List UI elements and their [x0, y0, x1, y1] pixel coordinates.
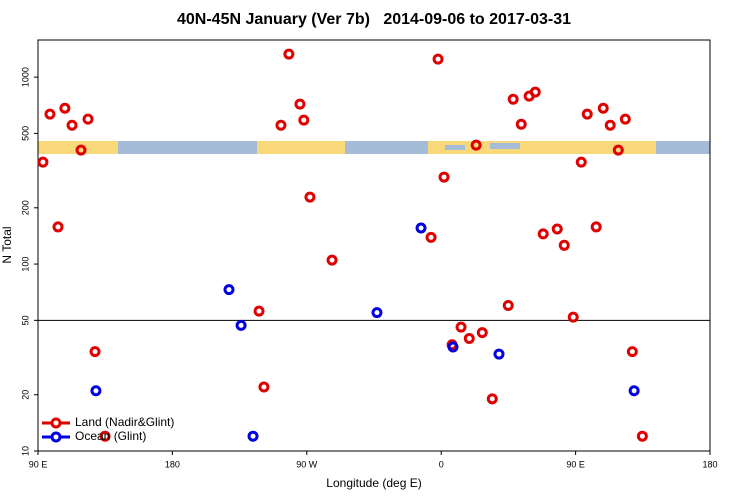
- plot-frame: [37, 39, 711, 452]
- point: [486, 393, 498, 405]
- point: [432, 53, 444, 65]
- y-tick-label: 10: [20, 446, 30, 456]
- x-tick-label: 0: [439, 459, 444, 469]
- point: [99, 430, 111, 442]
- y-tick-label: 1000: [20, 67, 30, 87]
- point: [275, 119, 287, 131]
- point: [590, 221, 602, 233]
- legend-marker: [50, 417, 62, 429]
- point: [529, 86, 541, 98]
- y-tick-label: 20: [20, 390, 30, 400]
- point: [298, 114, 310, 126]
- point: [537, 228, 549, 240]
- point: [66, 119, 78, 131]
- point: [502, 300, 514, 312]
- point: [304, 191, 316, 203]
- x-axis-label: Longitude (deg E): [326, 476, 421, 490]
- point: [247, 430, 259, 442]
- point: [253, 305, 265, 317]
- point: [44, 108, 56, 120]
- point: [37, 156, 49, 168]
- legend-label: Ocean (Glint): [75, 429, 146, 443]
- point: [371, 307, 383, 319]
- point: [258, 381, 270, 393]
- point: [59, 102, 71, 114]
- point: [619, 113, 631, 125]
- chart-title: 40N-45N January (Ver 7b) 2014-09-06 to 2…: [177, 11, 571, 28]
- point: [223, 284, 235, 296]
- point: [597, 102, 609, 114]
- point: [326, 254, 338, 266]
- point: [581, 108, 593, 120]
- point: [89, 346, 101, 358]
- point: [425, 231, 437, 243]
- x-tick-label: 180: [165, 459, 180, 469]
- point: [447, 341, 459, 353]
- point: [493, 348, 505, 360]
- x-tick-label: 90 E: [29, 459, 48, 469]
- point: [604, 119, 616, 131]
- legend-marker: [50, 431, 62, 443]
- legend-label: Land (Nadir&Glint): [75, 415, 174, 429]
- point: [476, 327, 488, 339]
- x-tick-label: 90 E: [566, 459, 585, 469]
- x-tick-label: 180: [702, 459, 717, 469]
- x-tick-label: 90 W: [296, 459, 318, 469]
- point: [575, 156, 587, 168]
- y-tick-label: 500: [20, 126, 30, 141]
- point: [507, 93, 519, 105]
- point: [628, 385, 640, 397]
- land-ocean-strip: [38, 141, 710, 154]
- point: [515, 118, 527, 130]
- point: [626, 346, 638, 358]
- point: [75, 144, 87, 156]
- point: [470, 139, 482, 151]
- point: [551, 223, 563, 235]
- point: [612, 144, 624, 156]
- point: [52, 221, 64, 233]
- point: [567, 311, 579, 323]
- y-tick-label: 100: [20, 257, 30, 272]
- point: [294, 98, 306, 110]
- point: [283, 48, 295, 60]
- point: [82, 113, 94, 125]
- y-tick-label: 200: [20, 200, 30, 215]
- y-axis-label: N Total: [0, 226, 14, 263]
- point: [558, 239, 570, 251]
- point: [455, 321, 467, 333]
- point: [463, 332, 475, 344]
- point: [636, 430, 648, 442]
- point: [415, 222, 427, 234]
- point: [235, 319, 247, 331]
- point: [438, 171, 450, 183]
- y-tick-label: 50: [20, 315, 30, 325]
- point: [90, 385, 102, 397]
